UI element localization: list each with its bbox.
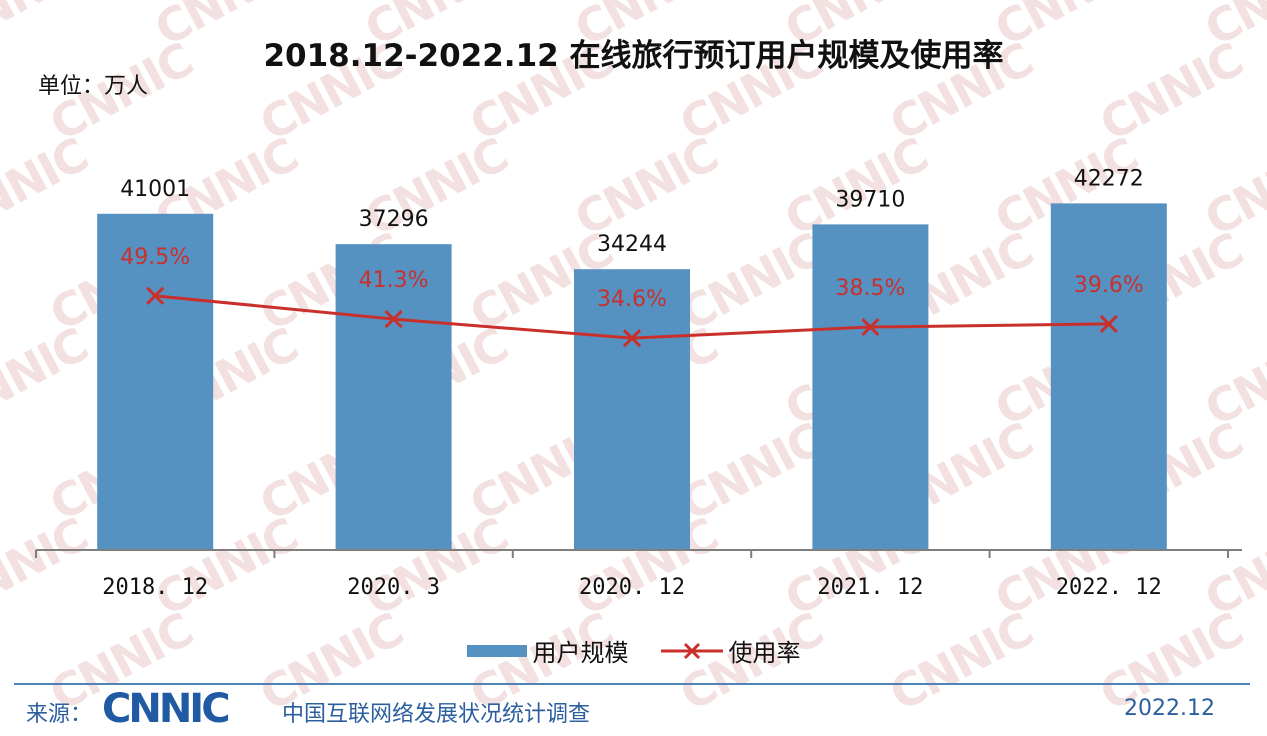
rate-value-label-3: 38.5%: [835, 276, 905, 301]
chart-title: 2018.12-2022.12 在线旅行预订用户规模及使用率: [263, 38, 1004, 74]
bar-4: [1050, 203, 1167, 550]
legend-item-users: 用户规模: [466, 633, 629, 668]
rate-value-label-2: 34.6%: [597, 287, 667, 312]
footer: 来源： CNNIC 中国互联网络发展状况统计调查 2022.12: [0, 686, 1267, 732]
legend-bar-swatch: [466, 644, 527, 657]
legend-line-label: 使用率: [728, 639, 801, 667]
unit-label: 单位：万人: [38, 74, 149, 99]
bar-0: [97, 213, 214, 550]
x-tick-label-2: 2020. 12: [579, 575, 685, 600]
bar-1: [335, 244, 452, 551]
rate-point-2: [622, 329, 642, 348]
x-tick-label-0: 2018. 12: [102, 575, 208, 600]
x-tick-label-4: 2022. 12: [1056, 575, 1162, 600]
bar-3: [812, 224, 929, 551]
rate-point-1: [384, 310, 403, 329]
axis-layer: [35, 549, 1242, 558]
cnnic-logo: CNNIC: [102, 686, 231, 732]
bar-value-label-3: 39710: [835, 187, 905, 212]
legend: 用户规模 使用率: [0, 633, 1267, 668]
bar-value-label-4: 42272: [1074, 166, 1144, 191]
rate-point-3: [861, 317, 880, 337]
rate-value-label-0: 49.5%: [120, 245, 190, 270]
rate-point-0: [146, 286, 165, 305]
chart-svg: 41001 2018. 12 37296 2020. 3 34244 2020. 12 39…: [35, 166, 1242, 600]
line-layer: [146, 286, 1118, 348]
x-tick-label-3: 2021. 12: [817, 575, 923, 600]
legend-bar-label: 用户规模: [532, 639, 629, 667]
legend-line-swatch: [660, 642, 723, 659]
bar-value-label-1: 37296: [359, 207, 429, 232]
bar-value-label-2: 34244: [597, 232, 667, 257]
x-tick-label-1: 2020. 3: [347, 575, 440, 600]
bar-value-label-0: 41001: [120, 177, 190, 202]
source-label: 来源：: [26, 702, 93, 727]
rate-value-label-4: 39.6%: [1074, 273, 1144, 298]
rate-value-label-1: 41.3%: [359, 268, 429, 293]
legend-item-rate: 使用率: [660, 633, 801, 668]
bars-layer: [97, 203, 1167, 551]
labels-layer: 41001 2018. 12 37296 2020. 3 34244 2020. 12 39…: [102, 166, 1162, 600]
rate-point-4: [1099, 314, 1118, 333]
footer-divider: [14, 683, 1250, 685]
bar-2: [574, 269, 690, 550]
footer-date: 2022.12: [1124, 696, 1215, 721]
source-name: 中国互联网络发展状况统计调查: [282, 702, 591, 727]
